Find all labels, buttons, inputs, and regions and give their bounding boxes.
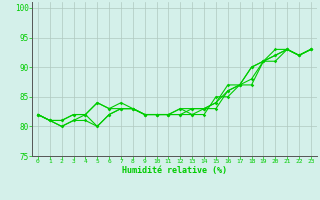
X-axis label: Humidité relative (%): Humidité relative (%) bbox=[122, 166, 227, 175]
